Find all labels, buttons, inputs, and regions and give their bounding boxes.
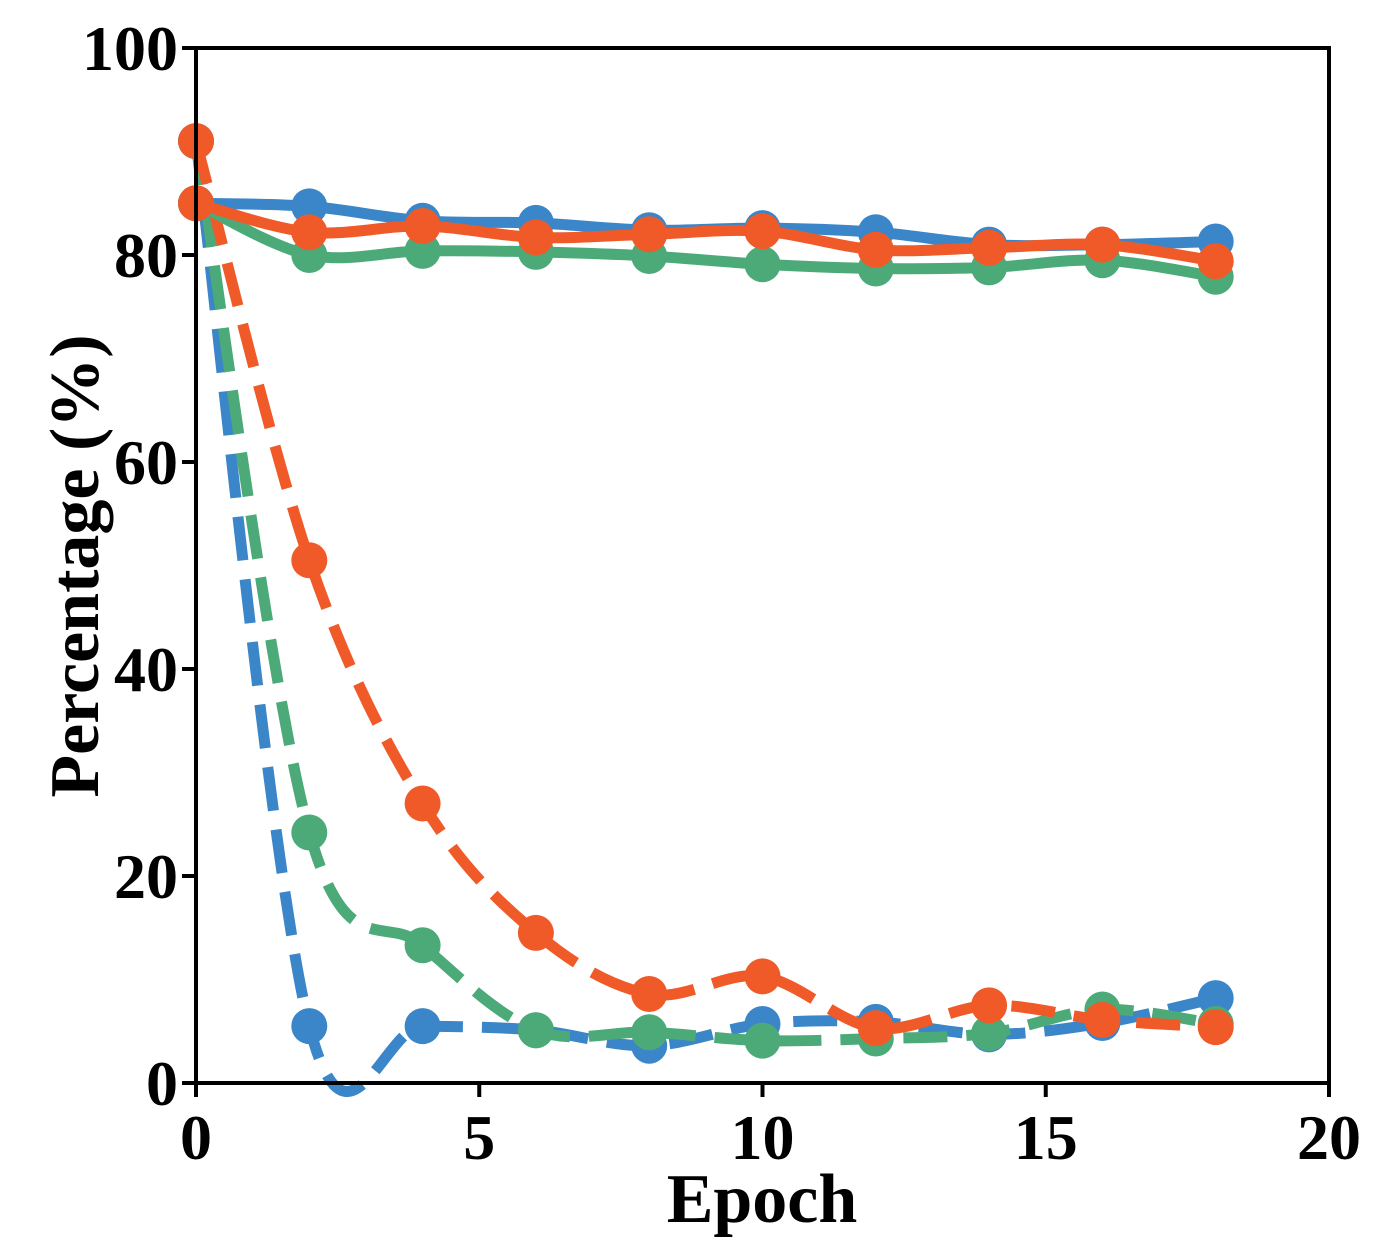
data-point-1-2 [404, 232, 441, 269]
data-point-5-9 [1197, 1009, 1234, 1046]
x-tick-label-5: 5 [463, 1102, 495, 1173]
y-tick-label-20: 20 [114, 841, 178, 912]
data-point-4-2 [404, 927, 441, 964]
data-point-3-9 [1197, 980, 1234, 1017]
series-line-3 [190, 140, 1217, 1097]
x-tick-label-15: 15 [1014, 1102, 1078, 1173]
series-layer [178, 123, 1234, 1097]
series-0 [178, 185, 1234, 263]
data-point-5-3 [517, 914, 554, 951]
series-3 [178, 123, 1234, 1097]
data-point-2-8 [1084, 226, 1121, 263]
y-tick-label-60: 60 [114, 427, 178, 498]
data-point-4-4 [631, 1014, 668, 1051]
data-point-4-5 [744, 1022, 781, 1059]
y-tick-label-80: 80 [114, 220, 178, 291]
data-point-5-4 [631, 976, 668, 1012]
data-point-5-7 [971, 987, 1008, 1024]
x-tick-label-0: 0 [180, 1102, 212, 1173]
y-tick-label-0: 0 [146, 1048, 178, 1119]
plot-frame [194, 46, 1331, 1085]
data-point-5-5 [744, 958, 781, 995]
series-5 [178, 123, 1234, 1047]
data-point-5-2 [404, 785, 441, 822]
data-point-1-5 [744, 246, 781, 283]
data-point-2-1 [291, 214, 328, 251]
data-point-2-7 [971, 229, 1008, 266]
series-line-5 [190, 139, 1217, 1035]
data-point-2-3 [517, 219, 554, 256]
series-line-4 [190, 140, 1217, 1047]
x-axis-title: Epoch [667, 1161, 858, 1238]
data-point-2-9 [1197, 243, 1234, 280]
data-point-3-2 [404, 1008, 441, 1045]
data-point-4-7 [971, 1015, 1008, 1052]
x-tick-label-20: 20 [1297, 1102, 1361, 1173]
data-point-3-1 [291, 1008, 328, 1045]
data-point-5-1 [291, 542, 328, 579]
data-point-5-6 [857, 1010, 894, 1047]
data-point-2-2 [404, 208, 441, 244]
data-point-2-5 [744, 213, 781, 250]
data-point-4-1 [291, 814, 328, 851]
x-tick-label-10: 10 [731, 1102, 795, 1173]
data-point-2-6 [857, 231, 894, 268]
y-axis-title: Percentage (%) [37, 334, 114, 797]
series-line-2 [190, 197, 1222, 267]
y-tick-label-40: 40 [114, 634, 178, 705]
data-point-5-8 [1084, 1001, 1121, 1038]
series-line-1 [190, 197, 1222, 283]
axes-layer: 0 5 10 15 20 0 20 40 60 80 100 [82, 13, 1361, 1173]
data-point-4-3 [517, 1012, 554, 1049]
y-tick-label-100: 100 [82, 13, 178, 84]
data-point-0-1 [291, 188, 328, 225]
data-point-2-4 [631, 216, 668, 253]
